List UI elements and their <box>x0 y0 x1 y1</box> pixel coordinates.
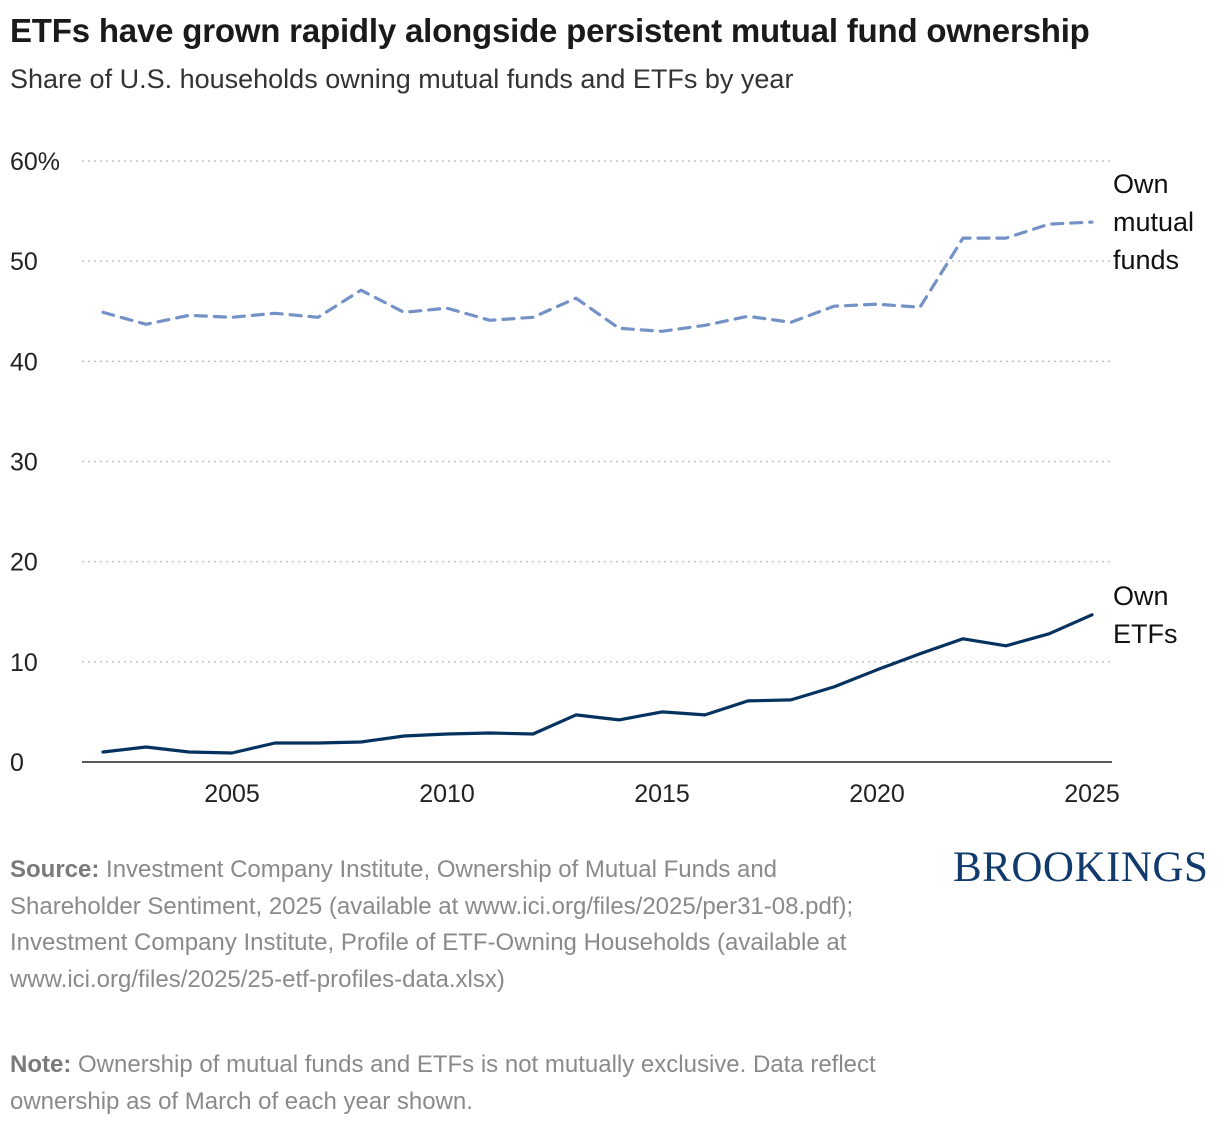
y-tick-label: 0 <box>10 749 24 777</box>
x-tick-label: 2015 <box>634 780 690 808</box>
x-tick-label: 2005 <box>204 780 260 808</box>
note-label: Note: <box>10 1051 72 1078</box>
line-chart: 0 10 20 30 40 50 60% 2005 2010 2015 2020 2025 Own mut… <box>10 148 1194 808</box>
source-note: Source: Investment Company Institute, Ow… <box>10 852 890 998</box>
source-text: Investment Company Institute, Ownership … <box>10 856 854 993</box>
chart-subtitle: Share of U.S. households owning mutual f… <box>10 64 794 94</box>
y-tick-label: 40 <box>10 348 38 376</box>
etfs-line <box>101 613 1094 755</box>
y-tick-label: 10 <box>10 649 38 677</box>
chart-title: ETFs have grown rapidly alongside persis… <box>10 12 1090 49</box>
mutual-funds-label: funds <box>1113 245 1179 275</box>
etfs-label: ETFs <box>1113 619 1178 649</box>
x-tick-label: 2010 <box>419 780 475 808</box>
note-text: Ownership of mutual funds and ETFs is no… <box>10 1051 876 1115</box>
x-tick-label: 2025 <box>1064 780 1120 808</box>
y-tick-label: 60% <box>10 148 60 176</box>
footnote: Note: Ownership of mutual funds and ETFs… <box>10 1047 910 1120</box>
mutual-funds-label: Own <box>1113 169 1169 199</box>
mutual-funds-line <box>101 220 1094 333</box>
source-label: Source: <box>10 856 100 883</box>
brookings-logo: BROOKINGS <box>953 844 1209 891</box>
y-tick-label: 30 <box>10 449 38 477</box>
x-tick-label: 2020 <box>849 780 905 808</box>
y-tick-label: 50 <box>10 248 38 276</box>
etfs-label: Own <box>1113 581 1169 611</box>
mutual-funds-label: mutual <box>1113 207 1194 237</box>
y-tick-label: 20 <box>10 549 38 577</box>
